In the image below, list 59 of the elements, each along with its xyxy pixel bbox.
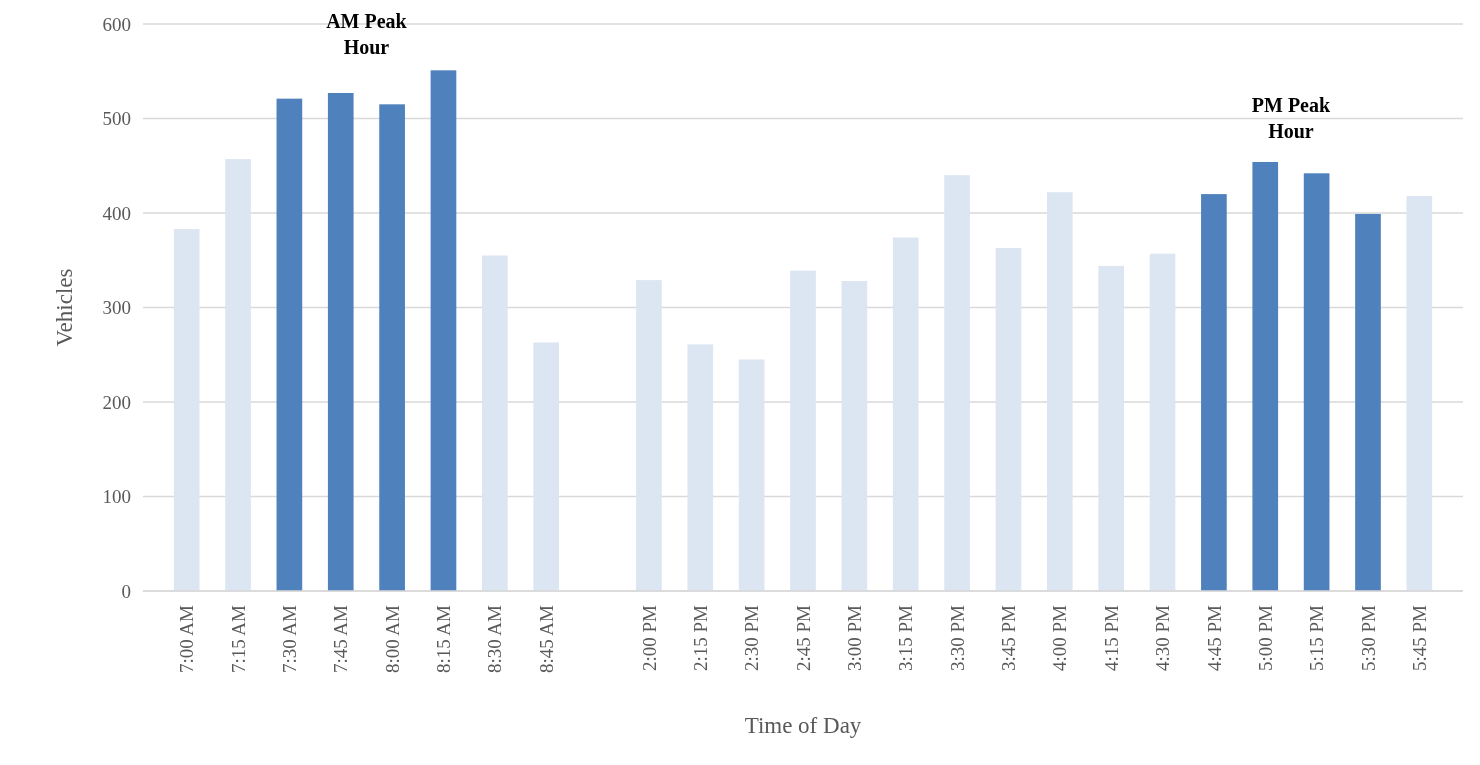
x-axis-title: Time of Day [744, 713, 862, 738]
bar [944, 175, 970, 591]
bar [276, 98, 303, 591]
bar [1406, 195, 1433, 591]
bar [1252, 161, 1279, 591]
x-tick-label: 8:15 AM [433, 604, 455, 674]
x-tick-label: 4:30 PM [1152, 604, 1174, 671]
bar [687, 344, 714, 591]
bar [841, 281, 868, 591]
x-tick-label: 3:15 PM [895, 604, 917, 671]
bar [225, 159, 251, 591]
bar [1355, 213, 1381, 591]
bar [1149, 253, 1176, 591]
x-tick-label: 7:45 AM [330, 604, 352, 674]
bar [995, 247, 1022, 591]
annotation: AM Peak Hour [326, 10, 408, 58]
bar [173, 229, 200, 591]
x-tick-label: 2:45 PM [792, 604, 814, 671]
y-tick-label: 600 [102, 13, 131, 35]
bar [636, 280, 662, 591]
x-tick-label: 5:15 PM [1306, 604, 1328, 671]
bar [327, 92, 354, 591]
y-tick-label: 500 [102, 108, 131, 130]
x-tick-label: 8:45 AM [535, 604, 557, 674]
x-tick-label: 8:30 AM [484, 604, 506, 674]
x-tick-label: 5:00 PM [1254, 604, 1276, 671]
x-tick-label: 3:30 PM [946, 604, 968, 671]
x-tick-label: 4:00 PM [1049, 604, 1071, 671]
annotation: PM Peak Hour [1251, 93, 1331, 142]
bar [1098, 265, 1125, 591]
bar [430, 70, 457, 591]
bar [533, 342, 560, 591]
x-tick-label: 2:30 PM [741, 604, 763, 671]
x-tick-label: 3:00 PM [844, 604, 866, 671]
x-tick-label: 4:45 PM [1203, 604, 1225, 671]
x-tick-label: 5:45 PM [1408, 604, 1430, 671]
y-tick-label: 100 [102, 486, 131, 508]
bar [379, 104, 405, 591]
y-tick-label: 200 [102, 391, 131, 413]
bar [790, 270, 816, 591]
x-tick-label: 5:30 PM [1357, 604, 1379, 671]
x-tick-label: 4:15 PM [1100, 604, 1122, 671]
bar [1303, 173, 1330, 591]
y-tick-label: 400 [102, 202, 131, 224]
x-tick-label: 7:15 AM [227, 604, 249, 674]
x-tick-label: 2:15 PM [689, 604, 711, 671]
bar [892, 237, 919, 591]
bar [738, 359, 765, 591]
x-tick-label: 2:00 PM [638, 604, 660, 671]
y-axis-title: Vehicles [52, 268, 77, 347]
bar [1201, 194, 1227, 591]
x-tick-label: 7:30 AM [279, 604, 301, 674]
x-tick-label: 7:00 AM [176, 604, 198, 674]
y-tick-label: 0 [121, 580, 131, 602]
x-tick-label: 8:00 AM [381, 604, 403, 674]
y-tick-label: 300 [102, 297, 131, 319]
bar [1046, 192, 1073, 591]
x-tick-label: 3:45 PM [998, 604, 1020, 671]
bar [481, 255, 508, 591]
